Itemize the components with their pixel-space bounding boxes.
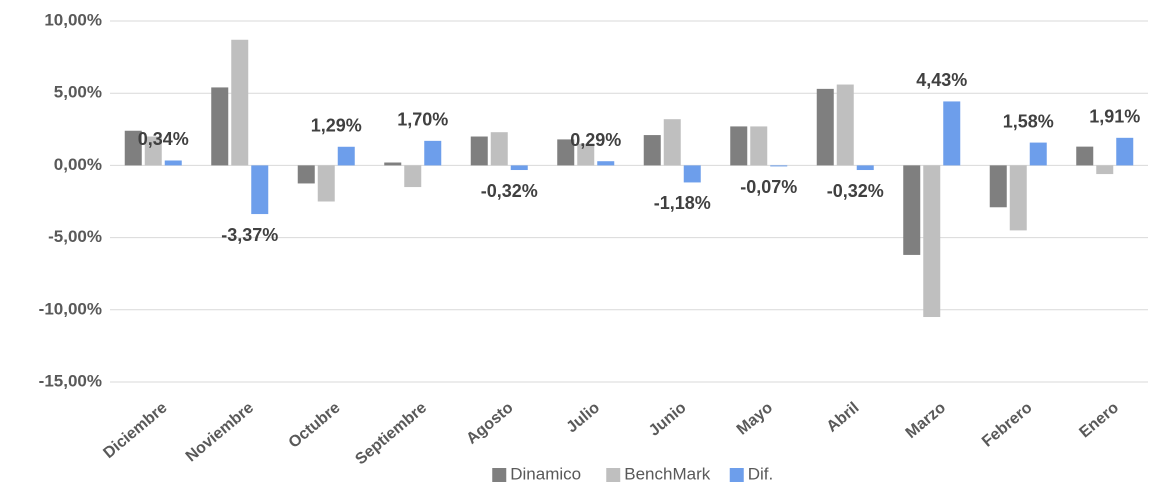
bar bbox=[816, 88, 834, 166]
data-label: -0,32% bbox=[827, 181, 884, 201]
legend-label: Dif. bbox=[748, 464, 774, 483]
bar bbox=[663, 119, 681, 166]
bar bbox=[943, 101, 961, 166]
bar bbox=[404, 165, 422, 188]
bar bbox=[770, 165, 788, 167]
bar bbox=[989, 165, 1007, 208]
bar bbox=[510, 165, 528, 171]
data-label: 1,70% bbox=[397, 110, 448, 130]
data-label: -3,37% bbox=[221, 225, 278, 245]
data-label: 1,58% bbox=[1003, 111, 1054, 131]
y-tick-label: 10,00% bbox=[44, 10, 102, 29]
bar bbox=[231, 39, 249, 166]
legend-swatch bbox=[492, 468, 507, 482]
bar bbox=[1116, 137, 1134, 166]
x-tick-label: Mayo bbox=[734, 399, 776, 438]
legend-label: BenchMark bbox=[624, 464, 710, 483]
x-tick-label: Octubre bbox=[286, 399, 344, 452]
bar bbox=[643, 135, 661, 166]
bar bbox=[470, 136, 488, 166]
x-tick-label: Abril bbox=[824, 399, 863, 435]
x-tick-label: Junio bbox=[646, 399, 690, 440]
legend-swatch bbox=[729, 468, 744, 482]
bar bbox=[251, 165, 269, 215]
bar bbox=[144, 136, 162, 166]
bar bbox=[490, 132, 508, 166]
bar bbox=[1029, 142, 1047, 166]
bar bbox=[683, 165, 701, 183]
x-tick-label: Julio bbox=[563, 399, 603, 436]
legend-swatch bbox=[606, 468, 621, 482]
legend-label: Dinamico bbox=[510, 464, 581, 483]
y-tick-label: 0,00% bbox=[54, 155, 102, 174]
bar bbox=[903, 165, 921, 255]
bar bbox=[1009, 165, 1027, 231]
y-tick-label: 5,00% bbox=[54, 83, 102, 102]
bar bbox=[337, 146, 355, 166]
x-tick-label: Marzo bbox=[903, 399, 950, 442]
bar bbox=[124, 130, 142, 166]
y-tick-label: -10,00% bbox=[39, 299, 102, 318]
data-label: -1,18% bbox=[654, 193, 711, 213]
bar bbox=[424, 140, 442, 166]
data-label: 0,29% bbox=[570, 130, 621, 150]
data-label: 1,91% bbox=[1089, 107, 1140, 127]
x-tick-label: Enero bbox=[1076, 399, 1122, 441]
bar bbox=[297, 165, 315, 184]
x-tick-label: Agosto bbox=[463, 399, 516, 448]
bar bbox=[750, 126, 768, 166]
x-tick-label: Noviembre bbox=[183, 399, 257, 465]
bar bbox=[856, 165, 874, 171]
x-tick-label: Febrero bbox=[979, 399, 1036, 450]
bar bbox=[597, 161, 615, 166]
bar bbox=[557, 139, 575, 166]
data-label: -0,32% bbox=[481, 181, 538, 201]
bar bbox=[317, 165, 335, 202]
bar bbox=[164, 160, 182, 166]
bar bbox=[923, 165, 941, 318]
bar bbox=[730, 126, 748, 166]
bar bbox=[836, 84, 854, 166]
y-tick-label: -5,00% bbox=[48, 227, 102, 246]
bar bbox=[1096, 165, 1114, 175]
data-label: 1,29% bbox=[311, 116, 362, 136]
bar bbox=[1076, 146, 1094, 166]
x-tick-label: Diciembre bbox=[100, 399, 170, 462]
data-label: -0,07% bbox=[740, 177, 797, 197]
data-label: 0,34% bbox=[138, 129, 189, 149]
y-tick-label: -15,00% bbox=[39, 371, 102, 390]
x-tick-label: Septiembre bbox=[352, 399, 430, 468]
bar bbox=[211, 87, 229, 166]
bar bbox=[384, 162, 402, 166]
bar bbox=[577, 143, 595, 166]
data-label: 4,43% bbox=[916, 70, 967, 90]
